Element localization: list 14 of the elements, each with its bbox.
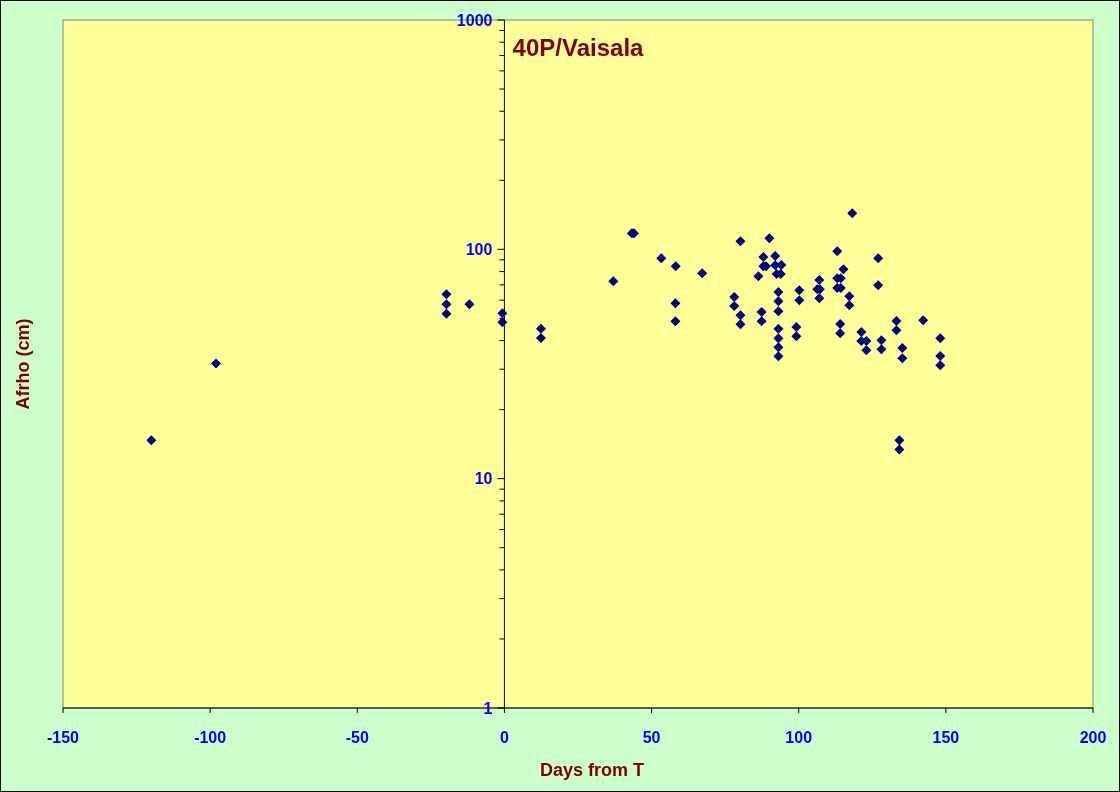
- x-tick-label: -150: [46, 729, 80, 746]
- x-tick-label: 50: [642, 729, 661, 746]
- y-tick-label: 10: [474, 470, 493, 488]
- x-tick-label: 100: [785, 729, 813, 746]
- x-tick-label: -50: [345, 729, 369, 746]
- y-tick-label: 1000: [456, 11, 493, 29]
- x-axis-title: Days from T: [539, 760, 645, 780]
- y-tick-label: 100: [465, 240, 493, 258]
- x-tick-label: -100: [194, 729, 227, 746]
- y-axis-title: Afrho (cm): [13, 318, 33, 410]
- x-tick-label: 0: [499, 729, 509, 746]
- x-tick-label: 200: [1079, 729, 1107, 746]
- text: 40P/Vaisala: [512, 34, 645, 61]
- x-tick-label: 150: [932, 729, 960, 746]
